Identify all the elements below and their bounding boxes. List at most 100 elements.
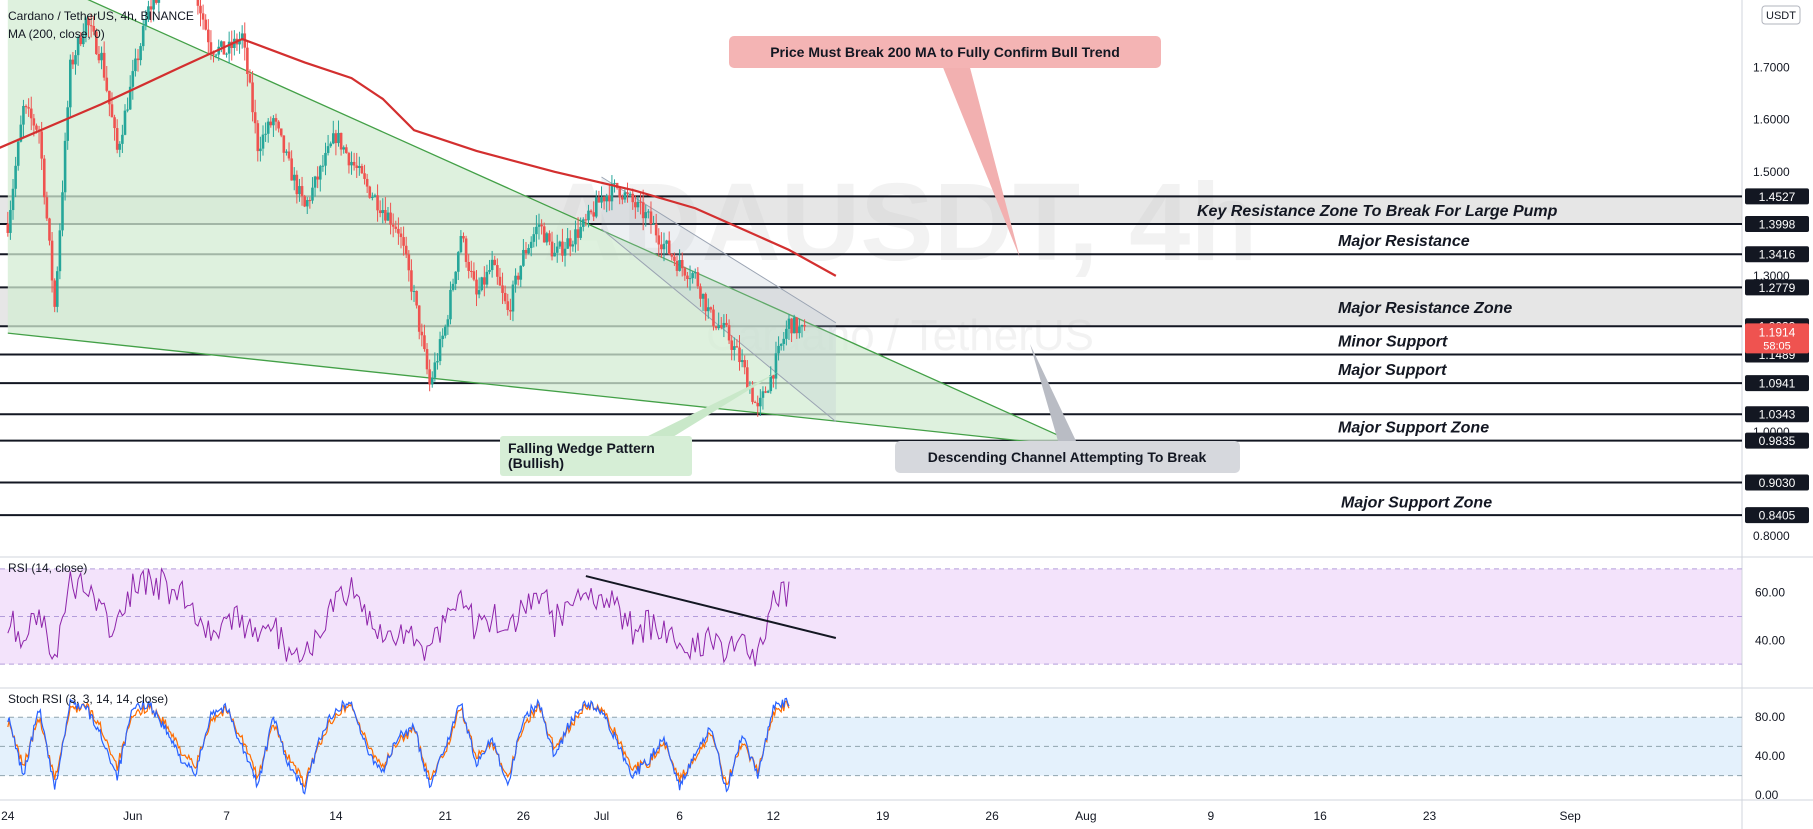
- candle-body-11: [35, 125, 38, 130]
- candle-body-99: [264, 133, 267, 135]
- candle-body-53: [144, 19, 148, 26]
- candle-body-233: [613, 182, 616, 184]
- candle-body-95: [253, 112, 257, 124]
- candle-body-45: [123, 110, 127, 135]
- candle-body-170: [449, 289, 452, 320]
- candle-body-80: [214, 54, 218, 56]
- candle-body-52: [141, 25, 145, 47]
- candle-body-246: [647, 211, 650, 213]
- price-tick-3: 1.3000: [1753, 269, 1790, 283]
- candle-body-43: [118, 143, 122, 150]
- candle-body-1: [9, 210, 12, 233]
- candle-body-186: [490, 259, 494, 271]
- candle-body-199: [524, 249, 528, 254]
- candle-body-149: [394, 226, 398, 229]
- candle-body-222: [584, 219, 588, 221]
- candle-body-50: [136, 58, 140, 61]
- time-tick-15: Sep: [1559, 809, 1581, 823]
- candle-body-247: [649, 211, 653, 225]
- candles-layer: [0, 0, 837, 417]
- candle-body-144: [381, 210, 385, 214]
- candle-body-138: [365, 178, 369, 187]
- candle-body-136: [360, 165, 364, 174]
- candle-body-270: [709, 307, 713, 310]
- candle-body-123: [326, 146, 330, 153]
- candle-body-302: [792, 317, 796, 334]
- candle-body-188: [496, 265, 499, 277]
- candle-body-187: [493, 259, 497, 266]
- candle-body-180: [475, 279, 478, 295]
- candle-body-166: [438, 339, 442, 362]
- time-tick-14: 23: [1423, 809, 1437, 823]
- candle-body-215: [566, 238, 569, 249]
- level-tag-9: [1745, 474, 1809, 491]
- descending-channel-fill: [601, 176, 836, 422]
- candle-body-276: [725, 322, 728, 326]
- candle-body-244: [641, 202, 645, 219]
- price-tick-2: 1.5000: [1753, 165, 1790, 179]
- candle-body-46: [126, 109, 129, 111]
- candle-body-179: [472, 271, 476, 280]
- wedge-upper-line: [87, 0, 1087, 449]
- candle-body-25: [71, 59, 75, 65]
- candle-body-55: [149, 6, 153, 10]
- candle-body-48: [131, 71, 135, 87]
- stoch-tick-0: 80.00: [1755, 710, 1785, 724]
- candle-body-208: [548, 233, 551, 242]
- current-price-countdown: 58:05: [1763, 340, 1791, 352]
- callout-text-green-2: (Bullish): [508, 455, 564, 471]
- currency-badge: [1761, 5, 1801, 25]
- candle-body-193: [509, 309, 512, 312]
- candle-body-280: [735, 346, 739, 348]
- candle-body-275: [722, 322, 726, 328]
- candle-body-279: [732, 346, 736, 350]
- annotations-layer: Major Resistance Minor Support Major Suppo…: [500, 36, 1558, 511]
- candle-body-301: [790, 318, 793, 334]
- candle-body-209: [550, 241, 554, 257]
- candle-body-225: [592, 212, 595, 217]
- candle-body-268: [704, 293, 707, 312]
- level-tag-label-3: 1.2779: [1759, 281, 1796, 295]
- candle-body-6: [22, 105, 25, 125]
- candle-body-221: [581, 219, 585, 227]
- time-tick-9: 19: [876, 809, 890, 823]
- candle-body-34: [95, 31, 98, 55]
- candle-body-113: [300, 186, 304, 197]
- candle-body-178: [470, 270, 473, 272]
- candle-body-189: [498, 276, 502, 286]
- candle-body-132: [350, 161, 353, 166]
- stoch-d-line: [7, 700, 790, 788]
- candle-body-89: [238, 39, 241, 45]
- candle-body-124: [329, 143, 332, 147]
- candle-body-160: [423, 335, 426, 350]
- candle-body-0: [6, 223, 10, 233]
- level-label-3: Major Support Zone: [1338, 420, 1489, 437]
- level-tag-label-6: 1.0941: [1759, 377, 1796, 391]
- price-tick-1: 1.6000: [1753, 113, 1790, 127]
- rsi-line: [7, 567, 790, 667]
- candle-body-78: [209, 42, 213, 54]
- candle-body-39: [108, 90, 111, 105]
- candle-body-184: [485, 271, 489, 285]
- candle-body-183: [483, 277, 486, 285]
- candle-body-73: [196, 0, 200, 6]
- candle-body-182: [480, 277, 484, 291]
- candle-body-110: [292, 174, 296, 181]
- rsi-legend: RSI (14, close): [8, 561, 87, 575]
- candle-body-109: [290, 158, 293, 181]
- candle-body-14: [42, 158, 46, 198]
- candle-body-9: [29, 108, 33, 119]
- candle-body-264: [693, 272, 697, 274]
- candle-body-175: [462, 236, 465, 239]
- candle-body-121: [321, 165, 325, 167]
- pattern-layer: [7, 0, 1087, 449]
- time-tick-3: 14: [329, 809, 343, 823]
- rsi-tick-0: 60.00: [1755, 586, 1785, 600]
- zone-label-0: Key Resistance Zone To Break For Large P…: [1197, 203, 1558, 220]
- level-tag-2: [1745, 246, 1809, 263]
- candle-body-38: [105, 77, 109, 91]
- candle-body-171: [451, 283, 455, 290]
- candle-body-126: [334, 133, 338, 144]
- level-tag-label-8: 0.9835: [1759, 434, 1796, 448]
